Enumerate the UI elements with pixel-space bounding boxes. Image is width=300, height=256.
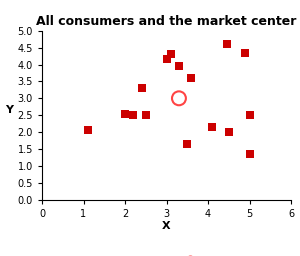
Point bbox=[247, 152, 252, 156]
Point bbox=[224, 42, 229, 46]
Point bbox=[123, 111, 128, 115]
Point bbox=[85, 128, 90, 132]
Title: All consumers and the market center: All consumers and the market center bbox=[36, 15, 297, 28]
X-axis label: X: X bbox=[162, 221, 171, 231]
Point bbox=[139, 86, 144, 90]
Point bbox=[243, 51, 248, 55]
Point bbox=[185, 142, 190, 146]
Point bbox=[143, 113, 148, 117]
Point bbox=[164, 57, 169, 61]
Point bbox=[210, 125, 214, 129]
Point bbox=[168, 52, 173, 56]
Point bbox=[131, 113, 136, 117]
Y-axis label: Y: Y bbox=[5, 105, 13, 115]
Point bbox=[247, 113, 252, 117]
Point bbox=[226, 130, 231, 134]
Point bbox=[176, 96, 181, 100]
Point bbox=[189, 76, 194, 80]
Point bbox=[176, 64, 181, 68]
